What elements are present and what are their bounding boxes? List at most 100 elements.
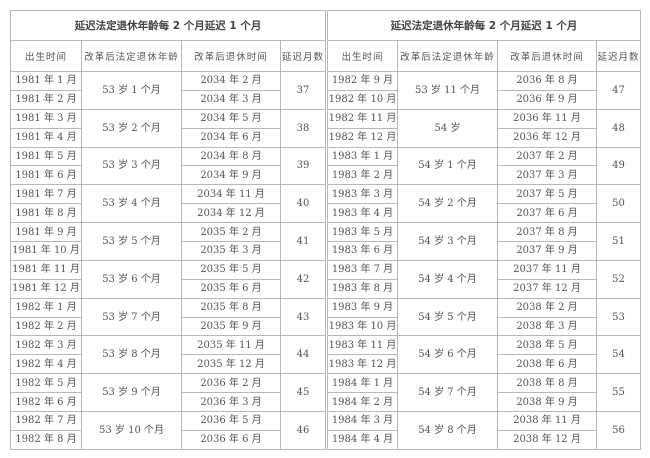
birth-date: 1984 年 2 月 bbox=[327, 392, 398, 413]
delay-months: 39 bbox=[279, 146, 327, 186]
retirement-age: 53 岁 3 个月 bbox=[81, 146, 182, 186]
retirement-age: 54 岁 5 个月 bbox=[397, 297, 498, 337]
birth-date: 1983 年 10 月 bbox=[327, 316, 398, 337]
retirement-age: 53 岁 9 个月 bbox=[81, 373, 182, 413]
retirement-date: 2035 年 6 月 bbox=[181, 278, 281, 299]
retirement-age: 54 岁 6 个月 bbox=[397, 335, 498, 375]
table-row: 1983 年 8 月 2037 年 12 月 bbox=[327, 278, 641, 299]
birth-date: 1982 年 4 月 bbox=[10, 354, 82, 375]
retirement-date: 2038 年 9 月 bbox=[497, 392, 597, 413]
retirement-date: 2035 年 3 月 bbox=[181, 241, 281, 261]
retirement-date: 2034 年 12 月 bbox=[181, 203, 281, 224]
retirement-date: 2037 年 5 月 bbox=[497, 184, 597, 205]
retirement-date: 2034 年 8 月 bbox=[181, 146, 281, 167]
birth-date: 1983 年 11 月 bbox=[327, 335, 398, 356]
table-row: 1983 年 6 月 2037 年 9 月 bbox=[327, 241, 641, 261]
retirement-age: 54 岁 1 个月 bbox=[397, 146, 498, 186]
retirement-date: 2035 年 9 月 bbox=[181, 316, 281, 337]
table-row: 1982 年 5 月 53 岁 9 个月 2036 年 2 月 45 bbox=[10, 373, 327, 413]
retirement-date: 2034 年 5 月 bbox=[181, 108, 281, 129]
retirement-date: 2034 年 11 月 bbox=[181, 184, 281, 205]
retirement-age: 54 岁 bbox=[397, 108, 498, 148]
birth-date: 1983 年 2 月 bbox=[327, 165, 398, 186]
birth-date: 1983 年 9 月 bbox=[327, 297, 398, 318]
birth-date: 1981 年 1 月 bbox=[10, 71, 82, 91]
table-title: 延迟法定退休年龄每 2 个月延迟 1 个月 bbox=[326, 10, 642, 41]
birth-date: 1981 年 2 月 bbox=[10, 89, 82, 110]
retirement-date: 2037 年 2 月 bbox=[497, 146, 597, 167]
retirement-age: 53 岁 10 个月 bbox=[81, 411, 182, 450]
birth-date: 1982 年 2 月 bbox=[10, 316, 82, 337]
table-row: 1984 年 2 月 2038 年 9 月 bbox=[327, 392, 641, 413]
table-row: 1983 年 10 月 2038 年 3 月 bbox=[327, 316, 641, 337]
table-row: 1982 年 8 月 2036 年 6 月 bbox=[10, 429, 326, 450]
retirement-date: 2035 年 8 月 bbox=[181, 297, 281, 318]
header-retirement-age: 改革后法定退休年龄 bbox=[397, 40, 498, 72]
birth-date: 1984 年 4 月 bbox=[327, 429, 398, 450]
birth-date: 1982 年 9 月 bbox=[327, 71, 398, 91]
table-row: 1984 年 1 月 54 岁 7 个月 2038 年 8 月 55 bbox=[327, 373, 642, 413]
table-row: 1982 年 12 月 2036 年 12 月 bbox=[327, 127, 641, 148]
table-row: 1983 年 3 月 54 岁 2 个月 2037 年 5 月 50 bbox=[327, 184, 642, 224]
delay-months: 47 bbox=[595, 71, 642, 110]
delay-months: 45 bbox=[279, 373, 327, 413]
birth-date: 1981 年 12 月 bbox=[10, 278, 82, 299]
birth-date: 1983 年 7 月 bbox=[327, 259, 398, 280]
table-row: 1981 年 1 月 53 岁 1 个月 2034 年 2 月 37 bbox=[10, 71, 327, 110]
delay-months: 42 bbox=[279, 259, 327, 299]
table-title: 延迟法定退休年龄每 2 个月延迟 1 个月 bbox=[9, 10, 327, 41]
table-row: 1982 年 1 月 53 岁 7 个月 2035 年 8 月 43 bbox=[10, 297, 327, 337]
retirement-date: 2038 年 5 月 bbox=[497, 335, 597, 356]
delay-months: 51 bbox=[595, 222, 642, 261]
retirement-date: 2034 年 2 月 bbox=[181, 71, 281, 91]
header-retirement-date: 改革后退休时间 bbox=[181, 40, 281, 72]
header-birth-date: 出生时间 bbox=[10, 40, 82, 72]
retirement-date: 2038 年 2 月 bbox=[497, 297, 597, 318]
table-row: 1982 年 6 月 2036 年 3 月 bbox=[10, 392, 326, 413]
delay-months: 49 bbox=[595, 146, 642, 186]
birth-date: 1981 年 5 月 bbox=[10, 146, 82, 167]
retirement-date: 2035 年 5 月 bbox=[181, 259, 281, 280]
retirement-date: 2035 年 11 月 bbox=[181, 335, 281, 356]
retirement-date: 2037 年 3 月 bbox=[497, 165, 597, 186]
header-delay-months: 延迟月数 bbox=[595, 40, 642, 72]
delay-months: 55 bbox=[595, 373, 642, 413]
table-row: 1981 年 12 月 2035 年 6 月 bbox=[10, 278, 326, 299]
table-row: 1982 年 10 月 2036 年 9 月 bbox=[327, 89, 641, 110]
header-retirement-date: 改革后退休时间 bbox=[497, 40, 597, 72]
retirement-age: 53 岁 6 个月 bbox=[81, 259, 182, 299]
retirement-date: 2037 年 9 月 bbox=[497, 241, 597, 261]
table-row: 1981 年 7 月 53 岁 4 个月 2034 年 11 月 40 bbox=[10, 184, 327, 224]
retirement-date: 2036 年 12 月 bbox=[497, 127, 597, 148]
birth-date: 1981 年 6 月 bbox=[10, 165, 82, 186]
delay-months: 53 bbox=[595, 297, 642, 337]
table-row: 1983 年 7 月 54 岁 4 个月 2037 年 11 月 52 bbox=[327, 259, 642, 299]
retirement-date: 2038 年 11 月 bbox=[497, 411, 597, 431]
retirement-age: 54 岁 4 个月 bbox=[397, 259, 498, 299]
table-row: 1982 年 2 月 2035 年 9 月 bbox=[10, 316, 326, 337]
birth-date: 1981 年 8 月 bbox=[10, 203, 82, 224]
retirement-date: 2036 年 8 月 bbox=[497, 71, 597, 91]
retirement-age: 54 岁 8 个月 bbox=[397, 411, 498, 450]
birth-date: 1983 年 3 月 bbox=[327, 184, 398, 205]
table-row: 1982 年 3 月 53 岁 8 个月 2035 年 11 月 44 bbox=[10, 335, 327, 375]
retirement-date: 2037 年 6 月 bbox=[497, 203, 597, 224]
birth-date: 1983 年 1 月 bbox=[327, 146, 398, 167]
table-row: 1981 年 10 月 2035 年 3 月 bbox=[10, 241, 326, 261]
retirement-age: 53 岁 2 个月 bbox=[81, 108, 182, 148]
table-row: 1982 年 4 月 2035 年 12 月 bbox=[10, 354, 326, 375]
delay-months: 50 bbox=[595, 184, 642, 224]
retirement-date: 2037 年 8 月 bbox=[497, 222, 597, 243]
birth-date: 1981 年 10 月 bbox=[10, 241, 82, 261]
table-row: 1983 年 11 月 54 岁 6 个月 2038 年 5 月 54 bbox=[327, 335, 642, 375]
retirement-date: 2037 年 12 月 bbox=[497, 278, 597, 299]
table-row: 1983 年 1 月 54 岁 1 个月 2037 年 2 月 49 bbox=[327, 146, 642, 186]
retirement-date: 2036 年 6 月 bbox=[181, 429, 281, 450]
retirement-date: 2038 年 12 月 bbox=[497, 429, 597, 450]
birth-date: 1981 年 9 月 bbox=[10, 222, 82, 243]
retirement-date: 2038 年 3 月 bbox=[497, 316, 597, 337]
retirement-age: 54 岁 3 个月 bbox=[397, 222, 498, 261]
delay-months: 38 bbox=[279, 108, 327, 148]
retirement-date: 2034 年 3 月 bbox=[181, 89, 281, 110]
birth-date: 1981 年 11 月 bbox=[10, 259, 82, 280]
